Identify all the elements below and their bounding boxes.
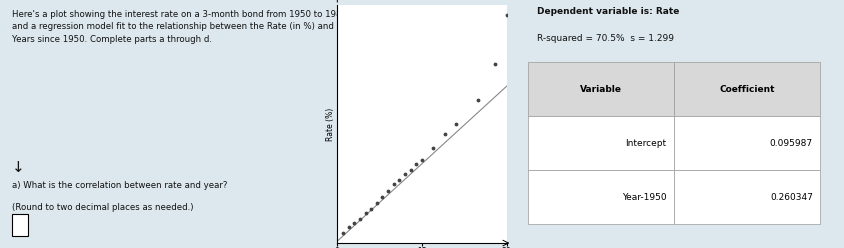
Point bbox=[387, 182, 401, 186]
Text: R-squared = 70.5%  s = 1.299: R-squared = 70.5% s = 1.299 bbox=[537, 33, 674, 42]
Bar bbox=[12, 215, 29, 236]
Point bbox=[438, 132, 452, 136]
Text: Here's a plot showing the interest rate on a 3-month bond from 1950 to 1980,
and: Here's a plot showing the interest rate … bbox=[12, 10, 349, 44]
Point bbox=[415, 158, 429, 162]
Point bbox=[472, 98, 485, 102]
Point bbox=[404, 168, 418, 172]
Point bbox=[370, 201, 383, 205]
Point bbox=[359, 211, 372, 215]
Text: Dependent variable is: Rate: Dependent variable is: Rate bbox=[537, 7, 679, 16]
Point bbox=[489, 62, 502, 66]
Text: a) What is the correlation between rate and year?: a) What is the correlation between rate … bbox=[12, 181, 227, 190]
Point bbox=[398, 172, 412, 176]
Point bbox=[409, 162, 423, 166]
Point bbox=[449, 122, 463, 126]
Point bbox=[348, 221, 361, 225]
Point bbox=[426, 146, 440, 150]
Point bbox=[336, 231, 349, 235]
Text: ↓: ↓ bbox=[12, 160, 24, 175]
Point bbox=[500, 13, 513, 17]
Point bbox=[365, 207, 378, 211]
Y-axis label: Rate (%): Rate (%) bbox=[326, 107, 334, 141]
Point bbox=[381, 189, 395, 193]
Point bbox=[342, 225, 355, 229]
Point bbox=[353, 217, 366, 221]
Text: (Round to two decimal places as needed.): (Round to two decimal places as needed.) bbox=[12, 203, 193, 212]
Point bbox=[392, 178, 406, 182]
Point bbox=[376, 195, 389, 199]
